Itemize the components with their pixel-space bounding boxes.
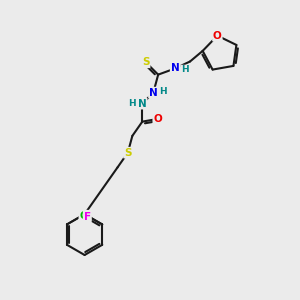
Text: N: N (171, 64, 179, 74)
Text: Cl: Cl (80, 211, 91, 221)
Text: N: N (138, 99, 147, 109)
Text: H: H (129, 99, 136, 108)
Text: H: H (181, 65, 188, 74)
Text: O: O (153, 114, 162, 124)
Text: O: O (213, 31, 222, 41)
Text: S: S (142, 57, 150, 67)
Text: F: F (84, 212, 91, 222)
Text: S: S (124, 148, 132, 158)
Text: N: N (149, 88, 158, 98)
Text: H: H (159, 87, 167, 96)
